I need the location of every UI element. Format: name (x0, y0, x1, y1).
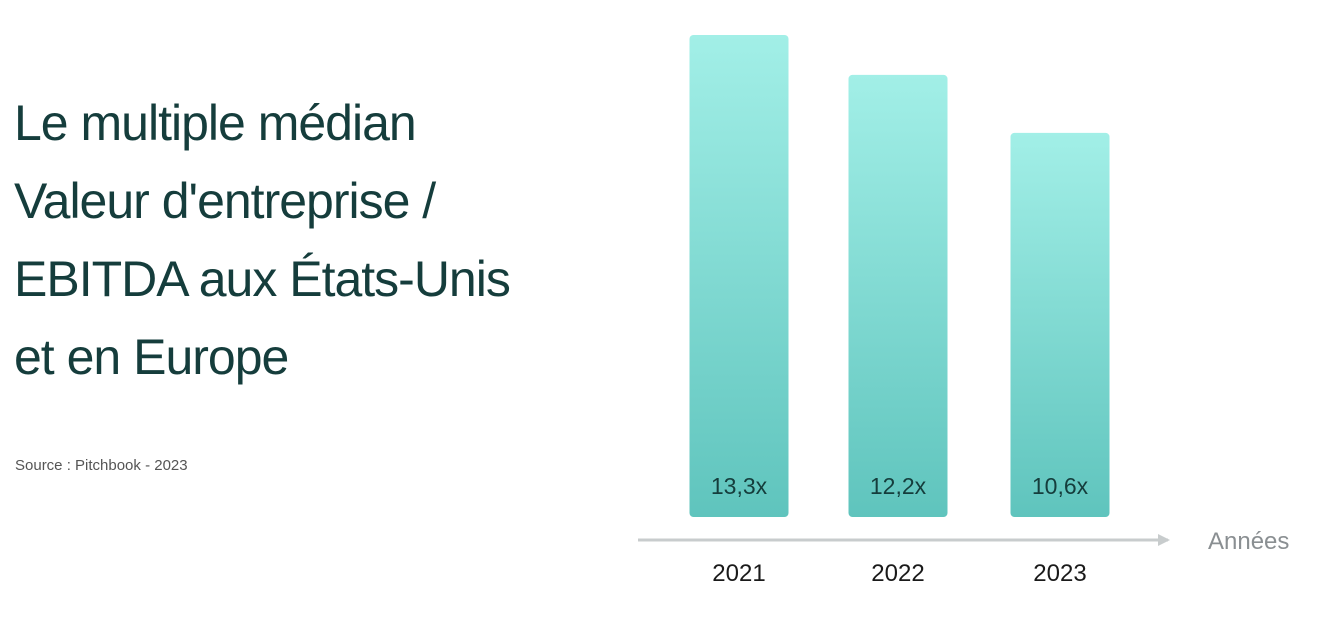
ticks-layer: 2021 2022 2023 (712, 560, 1086, 587)
source-note: Source : Pitchbook - 2023 (15, 457, 188, 474)
bar-value-label-2021: 13,3x (711, 473, 768, 499)
x-tick-label-2022: 2022 (871, 560, 924, 587)
chart-title: Le multiple médian Valeur d'entreprise /… (14, 84, 614, 396)
bar-2023 (1010, 132, 1110, 518)
bar-2022 (848, 74, 948, 518)
title-line-2: Valeur d'entreprise / (14, 173, 436, 229)
bar-2021 (689, 35, 789, 517)
bar-value-label-2022: 12,2x (870, 473, 927, 499)
bar-value-label-2023: 10,6x (1032, 473, 1089, 499)
bars-layer: 13,3x 12,2x 10,6x (689, 35, 1110, 518)
title-line-1: Le multiple médian (14, 95, 417, 151)
x-axis-title: Années (1208, 528, 1289, 555)
title-line-3: EBITDA aux États-Unis (14, 251, 511, 307)
title-line-4: et en Europe (14, 329, 289, 385)
x-tick-label-2021: 2021 (712, 560, 765, 587)
x-tick-label-2023: 2023 (1033, 560, 1086, 587)
